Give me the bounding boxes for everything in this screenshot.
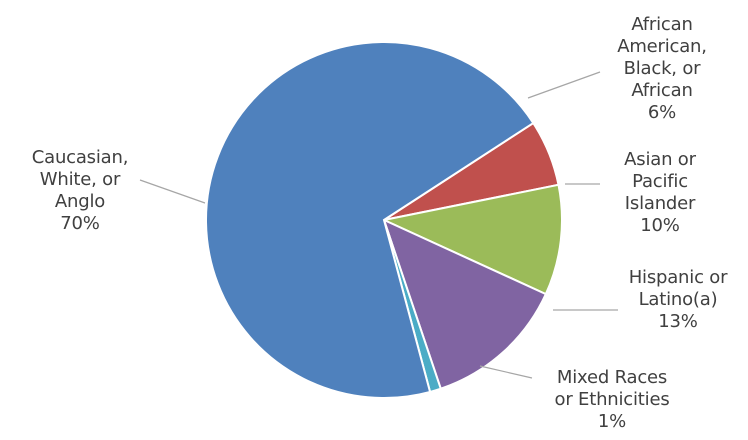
slice-labels: African American, Black, or African 6%Asian …: [32, 14, 729, 432]
slice-label: African American, Black, or African 6%: [617, 14, 707, 123]
slice-name-line: Hispanic or: [629, 267, 728, 288]
slice-percent-label: 6%: [648, 102, 676, 123]
slice-label: Caucasian, White, or Anglo 70%: [32, 147, 128, 234]
leader-line: [527, 71, 601, 99]
slice-name-line: Pacific: [632, 171, 688, 192]
pie-slice-asian-or-pacific-islander: [380, 183, 563, 296]
slice-name-line: Latino(a): [639, 289, 718, 310]
slice-percent-label: 70%: [60, 213, 100, 234]
slice-name-line: African: [631, 80, 692, 101]
slice-name-line: Asian or: [624, 149, 696, 170]
leader-line: [139, 179, 206, 204]
slice-name-line: White, or: [40, 169, 121, 190]
slice-name-line: Caucasian,: [32, 147, 128, 168]
slice-percent-label: 10%: [640, 215, 680, 236]
slice-percent-label: 1%: [598, 411, 626, 432]
leader-lines: [139, 71, 618, 379]
slice-label: Asian or Pacific Islander 10%: [624, 149, 696, 236]
pie-slices: [205, 40, 563, 399]
slice-label: Mixed Races or Ethnicities 1%: [555, 367, 670, 432]
slice-name-line: Mixed Races: [557, 367, 667, 388]
slice-name-line: Islander: [625, 193, 696, 214]
pie-slice-caucasian-white-or-anglo: [205, 40, 535, 399]
pie-slice-hispanic-or-latino-a: [382, 218, 548, 390]
slice-name-line: Anglo: [55, 191, 105, 212]
slice-name-line: American,: [617, 36, 707, 57]
slice-label: Hispanic or Latino(a) 13%: [629, 267, 728, 332]
leader-line: [479, 365, 533, 379]
slice-name-line: Black, or: [624, 58, 702, 79]
slice-name-line: or Ethnicities: [555, 389, 670, 410]
slice-percent-label: 13%: [658, 311, 698, 332]
slice-name-line: African: [631, 14, 692, 35]
